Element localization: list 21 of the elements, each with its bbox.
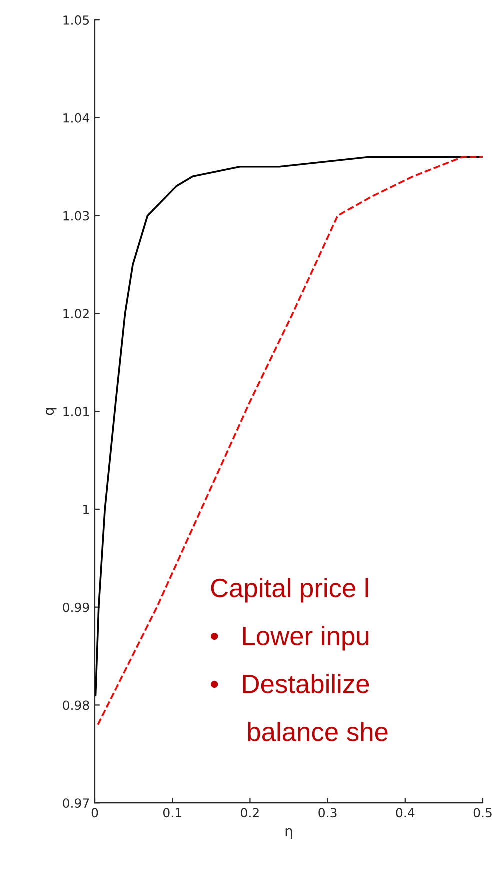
x-axis-title: η: [286, 828, 292, 840]
x-tick-label: 0.2: [241, 808, 259, 818]
y-tick-label: 0.99: [63, 602, 90, 612]
y-tick-label: 0.98: [63, 700, 90, 710]
annotation: • Destabilize: [211, 674, 370, 694]
annotation: balance she: [248, 722, 388, 742]
y-axis-title: q: [46, 408, 57, 416]
x-tick-label: 0.3: [318, 808, 337, 818]
y-tick-label: 1: [84, 505, 89, 514]
x-tick-label: 0.4: [396, 808, 415, 818]
y-tick-label: 1.04: [64, 113, 90, 123]
y-tick-label: 0.97: [63, 798, 90, 808]
y-tick-label: 1.02: [64, 309, 89, 319]
annotation: • Lower inpu: [211, 626, 369, 651]
y-tick-label: 1.01: [64, 407, 89, 417]
annotation: Capital price l: [211, 578, 368, 603]
x-tick-label: 0.1: [163, 808, 182, 818]
y-tick-label: 1.05: [64, 16, 90, 25]
x-tick-label: 0.5: [474, 808, 492, 818]
x-tick-label: 0: [92, 808, 98, 818]
y-tick-label: 1.03: [64, 211, 90, 221]
